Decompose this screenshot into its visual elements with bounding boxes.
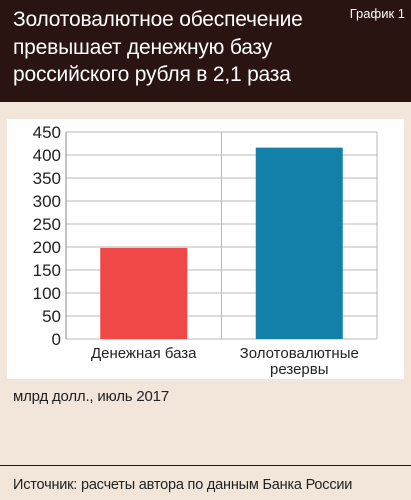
- x-tick-label: резервы: [270, 361, 329, 378]
- footer-divider: [0, 465, 411, 466]
- chart-panel: [7, 119, 404, 379]
- y-tick-label: 400: [33, 146, 61, 165]
- y-tick-label: 100: [33, 284, 61, 303]
- y-tick-label: 450: [33, 123, 61, 142]
- unit-note: млрд долл., июль 2017: [13, 388, 169, 405]
- y-tick-label: 150: [33, 261, 61, 280]
- y-tick-label: 250: [33, 215, 61, 234]
- y-tick-label: 350: [33, 169, 61, 188]
- y-tick-label: 200: [33, 238, 61, 257]
- y-tick-label: 0: [52, 330, 61, 349]
- bar: [100, 247, 188, 339]
- x-tick-label: Денежная база: [91, 345, 197, 362]
- bar-chart: 0 50 100 150 200 250 300 350 400 450 Денежная база…: [7, 119, 404, 379]
- chart-number: График 1: [349, 6, 405, 21]
- chart-header: Золотовалютное обеспечение превышает ден…: [0, 0, 411, 102]
- x-tick-label: Золотовалютные: [240, 345, 359, 362]
- y-tick-label: 50: [42, 307, 61, 326]
- chart-title: Золотовалютное обеспечение превышает ден…: [13, 8, 303, 86]
- y-tick-label: 300: [33, 192, 61, 211]
- bar: [255, 147, 343, 339]
- source-note: Источник: расчеты автора по данным Банка…: [13, 477, 353, 493]
